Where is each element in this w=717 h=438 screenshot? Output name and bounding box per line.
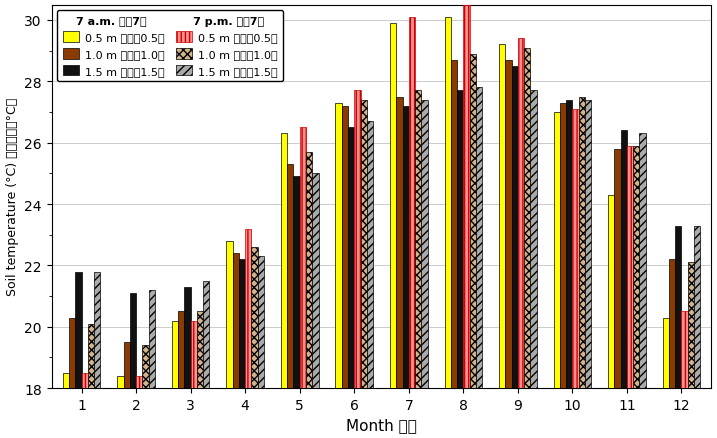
Bar: [257, 257, 264, 388]
Bar: [579, 97, 585, 388]
Bar: [203, 281, 209, 388]
Bar: [354, 91, 361, 388]
Bar: [288, 165, 293, 388]
Bar: [184, 287, 191, 388]
Bar: [499, 46, 505, 388]
Bar: [82, 373, 88, 388]
Bar: [633, 146, 640, 388]
Bar: [313, 174, 318, 388]
Bar: [422, 100, 427, 388]
Bar: [627, 146, 633, 388]
Bar: [178, 312, 184, 388]
Bar: [245, 229, 252, 388]
Bar: [531, 91, 536, 388]
Bar: [585, 100, 592, 388]
Bar: [409, 18, 415, 388]
Bar: [300, 128, 306, 388]
Legend: 0.5 m 地面看0.5米, 1.0 m 地面看1.0米, 1.5 m 地面看1.5米, 0.5 m 地面看0.5米, 1.0 m 地面看1.0米, 1.5 m: 0.5 m 地面看0.5米, 1.0 m 地面看1.0米, 1.5 m 地面看1…: [57, 11, 283, 82]
Bar: [560, 103, 566, 388]
Bar: [524, 49, 531, 388]
Bar: [621, 131, 627, 388]
Bar: [572, 110, 579, 388]
Bar: [191, 321, 197, 388]
Bar: [136, 376, 143, 388]
Bar: [663, 318, 669, 388]
Bar: [511, 67, 518, 388]
Bar: [123, 343, 130, 388]
Bar: [75, 272, 82, 388]
Bar: [367, 122, 373, 388]
Bar: [505, 60, 511, 388]
Bar: [143, 346, 148, 388]
Bar: [227, 241, 232, 388]
Bar: [669, 260, 675, 388]
Bar: [640, 134, 646, 388]
Bar: [293, 177, 300, 388]
Bar: [608, 195, 614, 388]
Bar: [554, 113, 560, 388]
Bar: [457, 91, 463, 388]
Bar: [402, 106, 409, 388]
Bar: [197, 312, 203, 388]
Bar: [614, 149, 621, 388]
Bar: [566, 100, 572, 388]
Bar: [476, 88, 482, 388]
Bar: [281, 134, 288, 388]
Bar: [451, 60, 457, 388]
Bar: [361, 100, 367, 388]
Bar: [148, 290, 155, 388]
Bar: [118, 376, 123, 388]
Bar: [306, 152, 313, 388]
Bar: [348, 128, 354, 388]
Bar: [342, 106, 348, 388]
Bar: [239, 260, 245, 388]
Bar: [130, 293, 136, 388]
Bar: [470, 55, 476, 388]
Bar: [463, 6, 470, 388]
Bar: [688, 263, 694, 388]
Bar: [390, 24, 397, 388]
Bar: [694, 226, 701, 388]
Bar: [69, 318, 75, 388]
X-axis label: Month 月份: Month 月份: [346, 417, 417, 432]
Bar: [336, 103, 342, 388]
Bar: [252, 247, 257, 388]
Bar: [445, 18, 451, 388]
Bar: [172, 321, 178, 388]
Bar: [397, 97, 402, 388]
Bar: [232, 254, 239, 388]
Bar: [518, 39, 524, 388]
Bar: [94, 272, 100, 388]
Bar: [415, 91, 422, 388]
Bar: [675, 226, 681, 388]
Bar: [88, 324, 94, 388]
Y-axis label: Soil temperature (°C) 土壤溫度（°C）: Soil temperature (°C) 土壤溫度（°C）: [6, 98, 19, 296]
Bar: [681, 312, 688, 388]
Bar: [63, 373, 69, 388]
